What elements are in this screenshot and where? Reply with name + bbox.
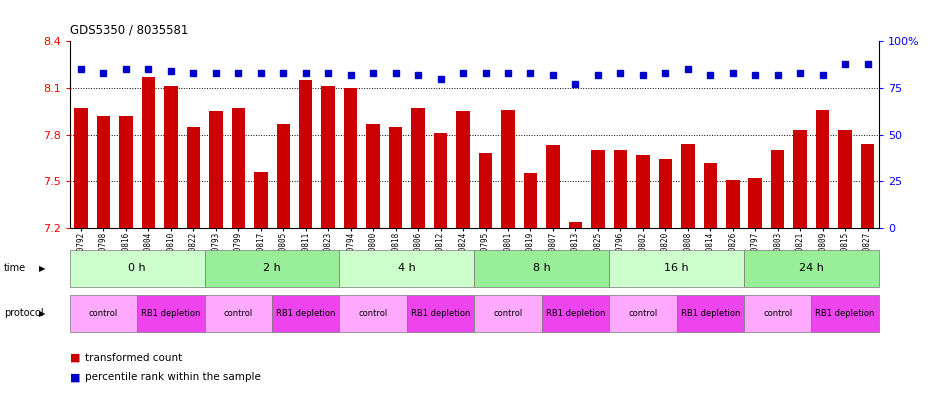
Bar	[344, 88, 357, 228]
Text: control: control	[89, 309, 118, 318]
Text: RB1 depletion: RB1 depletion	[276, 309, 336, 318]
Text: time: time	[4, 263, 26, 273]
Bar	[636, 155, 649, 228]
Bar	[433, 133, 447, 228]
Bar	[838, 130, 852, 228]
Text: ■: ■	[70, 372, 80, 382]
Text: control: control	[764, 309, 792, 318]
Bar	[546, 145, 560, 228]
Text: 4 h: 4 h	[398, 263, 416, 273]
Bar	[322, 86, 335, 228]
Bar	[793, 130, 807, 228]
Bar	[614, 150, 627, 228]
Bar	[524, 173, 538, 228]
Bar	[726, 180, 739, 228]
Bar	[771, 150, 784, 228]
Bar	[816, 110, 830, 228]
Bar	[591, 150, 604, 228]
Text: 0 h: 0 h	[128, 263, 146, 273]
Bar	[457, 111, 470, 228]
Bar	[703, 163, 717, 228]
Bar	[501, 110, 514, 228]
Text: RB1 depletion: RB1 depletion	[546, 309, 605, 318]
Text: control: control	[494, 309, 523, 318]
Text: RB1 depletion: RB1 depletion	[141, 309, 201, 318]
Bar	[232, 108, 245, 228]
Text: GDS5350 / 8035581: GDS5350 / 8035581	[70, 24, 188, 37]
Bar	[681, 144, 695, 228]
Bar	[366, 124, 379, 228]
Text: protocol: protocol	[4, 309, 44, 318]
Text: ■: ■	[70, 353, 80, 363]
Bar	[479, 153, 492, 228]
Text: control: control	[629, 309, 658, 318]
Text: RB1 depletion: RB1 depletion	[816, 309, 875, 318]
Bar	[209, 111, 222, 228]
Text: ▶: ▶	[39, 309, 46, 318]
Text: control: control	[359, 309, 388, 318]
Bar	[276, 124, 290, 228]
Bar	[658, 160, 672, 228]
Bar	[254, 172, 268, 228]
Text: 24 h: 24 h	[799, 263, 824, 273]
Text: transformed count: transformed count	[85, 353, 182, 363]
Text: 16 h: 16 h	[664, 263, 689, 273]
Bar	[861, 144, 874, 228]
Bar	[74, 108, 87, 228]
Text: control: control	[224, 309, 253, 318]
Bar	[299, 80, 312, 228]
Bar	[411, 108, 425, 228]
Bar	[164, 86, 178, 228]
Bar	[749, 178, 762, 228]
Text: RB1 depletion: RB1 depletion	[411, 309, 471, 318]
Text: 2 h: 2 h	[263, 263, 281, 273]
Bar	[119, 116, 133, 228]
Bar	[568, 222, 582, 228]
Bar	[97, 116, 110, 228]
Text: RB1 depletion: RB1 depletion	[681, 309, 740, 318]
Text: 8 h: 8 h	[533, 263, 551, 273]
Text: ▶: ▶	[39, 264, 46, 273]
Bar	[389, 127, 403, 228]
Text: percentile rank within the sample: percentile rank within the sample	[85, 372, 260, 382]
Bar	[141, 77, 155, 228]
Bar	[187, 127, 200, 228]
